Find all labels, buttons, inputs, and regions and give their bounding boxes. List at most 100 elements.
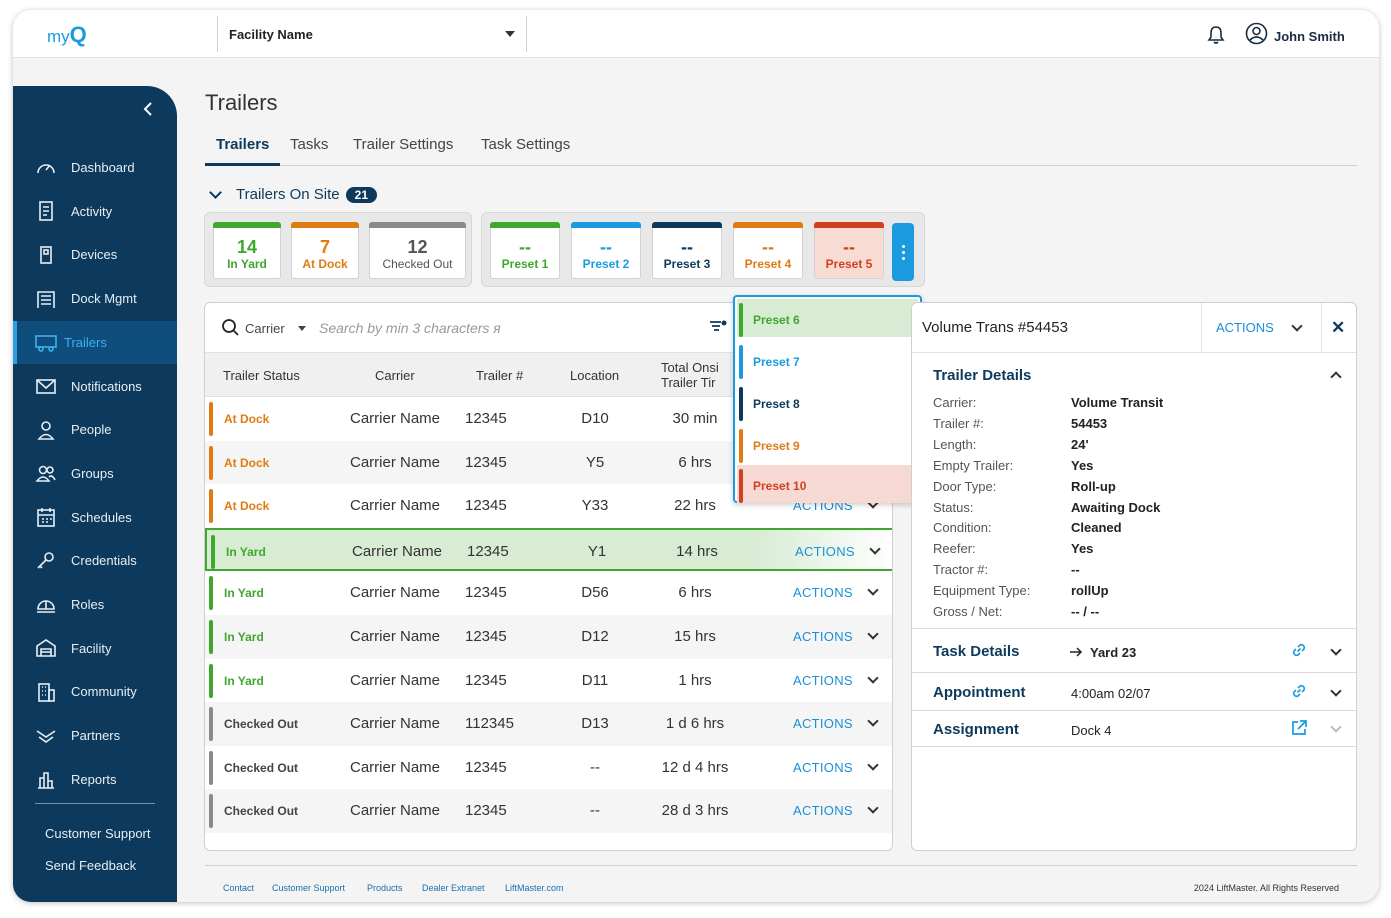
collapse-sidebar-icon[interactable] xyxy=(143,102,153,121)
preset-card-5[interactable]: -- Preset 5 xyxy=(814,222,884,279)
customer-support-link[interactable]: Customer Support xyxy=(45,826,151,841)
facility-select[interactable]: Facility Name xyxy=(217,16,527,52)
row-actions-button[interactable]: ACTIONS xyxy=(795,543,855,559)
preset-card-2[interactable]: -- Preset 2 xyxy=(571,222,641,279)
tab-trailers[interactable]: Trailers xyxy=(205,136,281,166)
sidebar-item-community[interactable]: Community xyxy=(13,670,177,713)
row-status: Checked Out xyxy=(224,760,299,775)
sidebar-item-people[interactable]: People xyxy=(13,408,177,451)
row-actions-button[interactable]: ACTIONS xyxy=(793,672,853,688)
sidebar-item-dashboard[interactable]: Dashboard xyxy=(13,146,177,189)
tab-trailer-settings[interactable]: Trailer Settings xyxy=(353,136,454,153)
status-card-in-yard[interactable]: 14 In Yard xyxy=(213,222,281,279)
preset-card-1[interactable]: -- Preset 1 xyxy=(490,222,560,279)
table-row[interactable]: Checked Out Carrier Name 12345 -- 28 d 3… xyxy=(205,789,892,833)
trailers-on-site-toggle[interactable]: Trailers On Site 21 xyxy=(208,186,377,203)
status-card-at-dock[interactable]: 7 At Dock xyxy=(291,222,359,279)
row-actions-button[interactable]: ACTIONS xyxy=(793,716,853,732)
details-actions-button[interactable]: ACTIONS xyxy=(1201,303,1322,353)
envelope-icon xyxy=(35,375,57,397)
chevron-up-icon[interactable] xyxy=(1330,371,1342,383)
row-actions-button[interactable]: ACTIONS xyxy=(793,759,853,775)
table-row[interactable]: At Dock Carrier Name 12345 D10 30 min xyxy=(205,397,892,441)
link-icon[interactable] xyxy=(1290,641,1308,664)
col-header-trailer[interactable]: Trailer # xyxy=(476,368,524,383)
col-header-time[interactable]: Total Onsi Trailer Tir xyxy=(661,360,719,390)
footer-link-products[interactable]: Products xyxy=(367,883,403,893)
preset-menu-item[interactable]: Preset 7 xyxy=(737,341,918,379)
close-icon[interactable]: ✕ xyxy=(1331,318,1346,337)
user-menu[interactable]: John Smith xyxy=(1245,22,1345,50)
chevron-down-icon[interactable] xyxy=(867,715,879,727)
row-location: D56 xyxy=(581,584,609,602)
col-header-status[interactable]: Trailer Status xyxy=(223,368,300,383)
chevron-down-icon[interactable] xyxy=(869,543,881,555)
link-icon[interactable] xyxy=(1290,682,1308,705)
row-actions-button[interactable]: ACTIONS xyxy=(793,629,853,644)
sidebar-item-facility[interactable]: Facility xyxy=(13,627,177,670)
preset-menu-item[interactable]: Preset 8 xyxy=(737,383,918,421)
filter-icon[interactable] xyxy=(709,319,727,340)
row-actions-button[interactable]: ACTIONS xyxy=(793,585,853,601)
sidebar-item-roles[interactable]: Roles xyxy=(13,583,177,626)
table-row[interactable]: In Yard Carrier Name 12345 Y1 14 hrs ACTI… xyxy=(205,527,892,572)
sidebar-item-partners[interactable]: Partners xyxy=(13,714,177,757)
sidebar-item-reports[interactable]: Reports xyxy=(13,758,177,801)
col-header-carrier[interactable]: Carrier xyxy=(375,368,415,383)
chevron-down-icon[interactable] xyxy=(867,671,879,684)
table-row[interactable]: At Dock Carrier Name 12345 Y33 22 hrs ACT… xyxy=(205,484,892,528)
table-row[interactable]: In Yard Carrier Name 12345 D12 15 hrs ACT… xyxy=(205,615,892,659)
app-window: myQ Facility Name John Smith Dashboard Ac… xyxy=(13,10,1379,902)
more-presets-button[interactable] xyxy=(892,223,914,281)
chevron-down-icon xyxy=(1291,320,1303,332)
myq-logo[interactable]: myQ xyxy=(47,22,87,48)
sidebar-item-devices[interactable]: Devices xyxy=(13,233,177,276)
search-filter-select[interactable]: Carrier xyxy=(245,321,285,336)
chevron-down-icon[interactable] xyxy=(1330,721,1342,733)
preset-menu-item[interactable]: Preset 10 xyxy=(737,465,918,503)
external-link-icon[interactable] xyxy=(1290,719,1308,742)
col-header-location[interactable]: Location xyxy=(570,368,620,383)
send-feedback-link[interactable]: Send Feedback xyxy=(45,858,137,873)
row-actions-button[interactable]: ACTIONS xyxy=(793,803,853,819)
chevron-down-icon[interactable] xyxy=(867,802,879,815)
footer-link-customer-support[interactable]: Customer Support xyxy=(272,883,346,893)
table-row[interactable]: In Yard Carrier Name 12345 D11 1 hrs ACTI… xyxy=(205,659,892,703)
caret-down-icon xyxy=(298,326,306,331)
sidebar-item-trailers[interactable]: Trailers xyxy=(13,320,177,364)
bell-icon[interactable] xyxy=(1207,25,1225,50)
sidebar-item-activity[interactable]: Activity xyxy=(13,190,177,233)
footer-link-contact[interactable]: Contact xyxy=(223,883,255,893)
footer-link-dealer-extranet[interactable]: Dealer Extranet xyxy=(422,883,485,893)
chevron-down-icon[interactable] xyxy=(867,584,879,597)
sidebar-item-groups[interactable]: Groups xyxy=(13,452,177,495)
chevron-down-icon[interactable] xyxy=(1330,644,1342,656)
preset-menu-item[interactable]: Preset 9 xyxy=(737,425,918,463)
preset-card-3[interactable]: -- Preset 3 xyxy=(652,222,722,279)
search-input[interactable] xyxy=(319,317,619,339)
footer-link-liftmaster[interactable]: LiftMaster.com xyxy=(505,883,564,893)
status-card-checked-out[interactable]: 12 Checked Out xyxy=(369,222,466,279)
search-icon[interactable] xyxy=(221,318,240,342)
appointment-title: Appointment xyxy=(933,684,1026,701)
sidebar-item-notifications[interactable]: Notifications xyxy=(13,365,177,408)
user-avatar-icon xyxy=(1245,22,1268,50)
sidebar-item-credentials[interactable]: Credentials xyxy=(13,539,177,582)
detail-field-label: Reefer: xyxy=(933,541,976,557)
preset-color-bar xyxy=(814,222,884,228)
tab-tasks[interactable]: Tasks xyxy=(290,136,329,153)
table-row[interactable]: Checked Out Carrier Name 112345 D13 1 d … xyxy=(205,702,892,746)
table-row[interactable]: In Yard Carrier Name 12345 D56 6 hrs ACTI… xyxy=(205,571,892,615)
chevron-down-icon[interactable] xyxy=(867,628,879,640)
preset-color-bar xyxy=(739,303,743,337)
tab-task-settings[interactable]: Task Settings xyxy=(481,136,571,153)
detail-field-label: Condition: xyxy=(933,520,992,536)
preset-color-bar xyxy=(490,222,560,228)
table-row[interactable]: Checked Out Carrier Name 12345 -- 12 d 4… xyxy=(205,746,892,790)
chevron-down-icon[interactable] xyxy=(1330,685,1342,697)
preset-menu-item[interactable]: Preset 6 xyxy=(737,299,918,337)
sidebar-item-dock-mgmt[interactable]: Dock Mgmt xyxy=(13,277,177,320)
sidebar-item-schedules[interactable]: Schedules xyxy=(13,496,177,539)
chevron-down-icon[interactable] xyxy=(867,759,879,771)
preset-card-4[interactable]: -- Preset 4 xyxy=(733,222,803,279)
